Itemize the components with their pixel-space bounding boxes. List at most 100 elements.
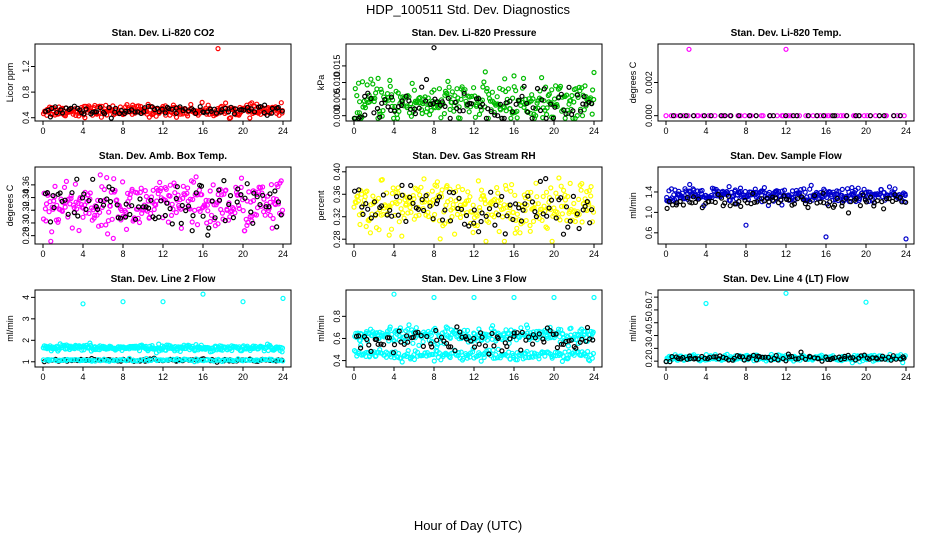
- data-point: [136, 348, 143, 354]
- data-point: [390, 350, 396, 356]
- data-point: [770, 194, 776, 200]
- data-point: [798, 187, 804, 193]
- data-point: [504, 213, 510, 219]
- data-point: [466, 94, 473, 100]
- data-point: [847, 355, 853, 361]
- data-point: [497, 107, 504, 113]
- y-tick-label: 0.40: [332, 163, 342, 181]
- data-point: [55, 219, 61, 225]
- y-axis-label: degrees C: [5, 184, 15, 226]
- data-point: [478, 358, 484, 364]
- x-tick-label: 8: [120, 372, 125, 382]
- data-point: [513, 87, 519, 94]
- data-point: [137, 357, 144, 363]
- data-point: [470, 349, 476, 355]
- data-point: [430, 216, 436, 222]
- y-tick-label: 0.4: [644, 329, 654, 342]
- data-point: [460, 108, 466, 114]
- data-point: [447, 218, 454, 224]
- data-point: [544, 325, 551, 331]
- data-point: [189, 219, 195, 225]
- data-point: [511, 330, 517, 336]
- data-point: [476, 111, 483, 118]
- data-point: [481, 79, 487, 85]
- x-tick-label: 4: [391, 372, 396, 382]
- data-point: [180, 183, 186, 189]
- data-point: [368, 348, 374, 354]
- data-point: [570, 108, 576, 114]
- x-tick-label: 24: [278, 249, 288, 259]
- shared-x-axis-label: Hour of Day (UTC): [413, 518, 523, 533]
- data-point: [433, 327, 439, 334]
- data-point: [822, 113, 829, 119]
- data-point: [362, 93, 368, 100]
- data-point: [134, 190, 140, 196]
- data-point: [512, 192, 518, 198]
- data-point: [222, 105, 229, 112]
- data-point: [114, 202, 120, 208]
- data-point: [703, 300, 709, 307]
- y-tick-label: 0.36: [332, 186, 342, 204]
- data-point: [444, 183, 450, 189]
- data-point: [584, 324, 591, 331]
- data-point: [189, 357, 195, 363]
- data-point: [543, 115, 549, 121]
- data-point: [225, 109, 232, 115]
- x-tick-label: 20: [549, 249, 559, 259]
- data-point: [376, 227, 382, 233]
- data-point: [356, 333, 362, 339]
- data-point: [247, 115, 253, 121]
- data-point: [238, 192, 244, 198]
- data-point: [454, 105, 460, 112]
- data-point: [425, 213, 431, 220]
- data-point: [750, 352, 757, 358]
- data-point: [690, 113, 697, 119]
- data-point: [684, 356, 690, 362]
- data-point: [477, 351, 483, 357]
- data-point: [746, 113, 753, 119]
- x-tick-label: 24: [901, 126, 911, 136]
- data-point: [373, 90, 379, 96]
- data-point: [382, 96, 388, 103]
- data-point: [560, 331, 566, 337]
- chart-panel: Stan. Dev. Li-820 Temp. 0 4 8 12 16 20 24 0.000 0…: [628, 28, 915, 136]
- data-point: [519, 329, 525, 335]
- data-point: [677, 198, 683, 205]
- data-point: [399, 233, 405, 239]
- data-point: [445, 95, 451, 101]
- data-point: [87, 190, 93, 196]
- data-point: [386, 335, 392, 341]
- data-point: [115, 215, 121, 221]
- data-point: [514, 330, 520, 336]
- data-point: [446, 344, 452, 350]
- data-point: [271, 196, 277, 202]
- data-point: [215, 45, 221, 52]
- data-point: [466, 223, 472, 229]
- data-point: [558, 91, 564, 97]
- data-point: [394, 115, 401, 121]
- chart-panel: Stan. Dev. Line 3 Flow 0 4 8 12 16 20 24 0.4 0.6 0…: [316, 274, 603, 382]
- data-point: [278, 100, 284, 106]
- data-point: [106, 104, 112, 111]
- data-point: [261, 357, 267, 363]
- data-point: [272, 201, 278, 208]
- data-point: [128, 105, 135, 111]
- data-point: [903, 236, 909, 242]
- data-point: [454, 211, 460, 217]
- data-point: [74, 206, 80, 212]
- data-point: [389, 213, 395, 219]
- data-point: [527, 228, 533, 234]
- data-point: [566, 338, 572, 344]
- data-point: [738, 203, 744, 209]
- data-point: [731, 355, 737, 361]
- data-point: [249, 100, 255, 106]
- data-point: [706, 199, 712, 205]
- data-point: [532, 209, 538, 215]
- data-point: [428, 107, 434, 114]
- data-point: [123, 108, 129, 114]
- chart-title: Stan. Dev. Line 4 (LT) Flow: [723, 274, 849, 285]
- data-point: [132, 216, 139, 222]
- data-point: [438, 357, 444, 363]
- data-point: [388, 94, 395, 100]
- data-point: [834, 195, 840, 202]
